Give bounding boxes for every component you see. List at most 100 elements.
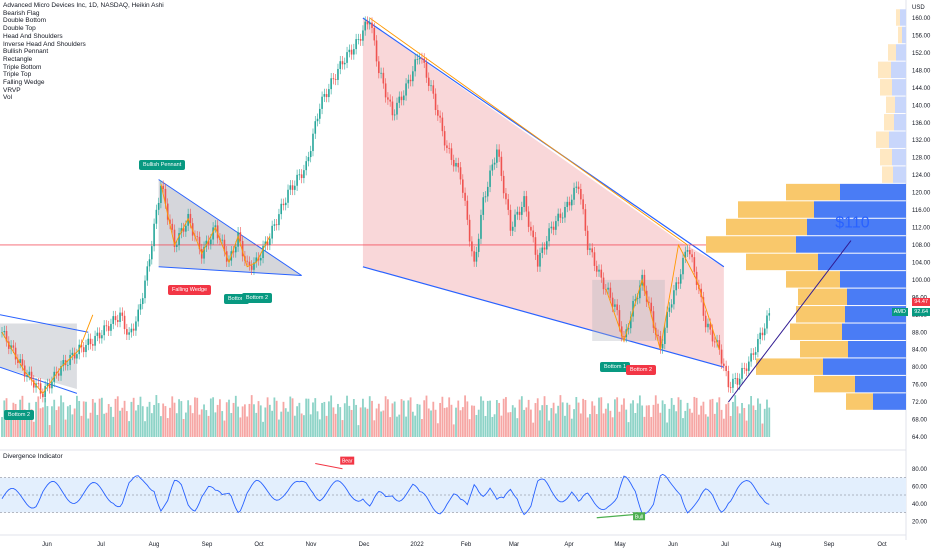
volume-bar xyxy=(91,399,94,437)
candle-body xyxy=(303,170,305,179)
candle-body xyxy=(668,307,671,312)
candle-body xyxy=(28,371,31,376)
pattern-label-bottom-2-a[interactable]: Bottom 2 xyxy=(242,293,273,303)
volume-bar xyxy=(223,420,226,437)
volume-bar xyxy=(368,396,371,437)
indicator-vrvp[interactable]: VRVP xyxy=(3,86,21,94)
candle-body xyxy=(21,359,24,366)
candle-body xyxy=(464,192,466,201)
volume-bar xyxy=(278,419,280,437)
volume-bar xyxy=(554,413,557,437)
volume-bar xyxy=(732,401,734,437)
volume-profile-down-bar xyxy=(823,358,906,375)
price-tick-label: 84.00 xyxy=(912,348,928,354)
indicator-triple-top[interactable]: Triple Top xyxy=(3,71,32,79)
volume-bar xyxy=(423,400,426,437)
candle-body xyxy=(570,199,573,206)
candle-body xyxy=(82,347,85,353)
indicator-bearish-flag[interactable]: Bearish Flag xyxy=(3,9,40,17)
volume-bar xyxy=(189,405,192,437)
candle-body xyxy=(434,93,437,110)
volume-bar xyxy=(564,415,566,437)
candle-body xyxy=(725,365,727,372)
pattern-label-bottom-2-c[interactable]: Bottom 2 xyxy=(626,365,657,375)
volume-bar xyxy=(232,402,235,437)
candle-body xyxy=(164,188,167,204)
candle-body xyxy=(121,312,124,316)
volume-bar xyxy=(107,404,110,437)
indicator-inverse-head-and-shoulders[interactable]: Inverse Head And Shoulders xyxy=(3,40,86,48)
candle-body xyxy=(323,94,326,97)
indicator-triple-bottom[interactable]: Triple Bottom xyxy=(3,63,42,71)
candle-body xyxy=(418,58,421,60)
volume-bar xyxy=(761,423,764,437)
candle-body xyxy=(752,353,755,355)
indicator-bullish-pennant[interactable]: Bullish Pennant xyxy=(3,48,49,56)
indicator-rectangle[interactable]: Rectangle xyxy=(3,55,33,63)
candle-body xyxy=(611,297,614,307)
volume-bar xyxy=(709,399,712,437)
volume-bar xyxy=(700,405,703,437)
volume-bar xyxy=(112,416,115,437)
indicator-falling-wedge[interactable]: Falling Wedge xyxy=(3,79,45,87)
pattern-label-bottom[interactable]: Bottom xyxy=(224,294,250,304)
indicator-vol[interactable]: Vol xyxy=(3,94,13,102)
volume-profile-down-bar xyxy=(902,26,906,44)
indicator-head-and-shoulders[interactable]: Head And Shoulders xyxy=(3,32,63,40)
volume-bar xyxy=(707,416,709,437)
volume-bar xyxy=(480,396,482,437)
volume-bar xyxy=(670,398,673,437)
candle-body xyxy=(627,328,630,330)
candle-body xyxy=(151,246,153,260)
volume-bar xyxy=(375,408,378,437)
volume-bar xyxy=(275,400,278,437)
volume-profile-up-bar xyxy=(790,323,842,340)
candle-body xyxy=(639,285,641,299)
candle-body xyxy=(162,185,164,189)
candle-body xyxy=(439,115,441,118)
volume-bar xyxy=(439,402,442,437)
indicator-double-top[interactable]: Double Top xyxy=(3,25,36,33)
price-tick-label: 136.00 xyxy=(912,121,931,127)
volume-bar xyxy=(14,403,17,437)
pattern-label-bottom-1[interactable]: Bottom 1 xyxy=(600,362,631,372)
candle-body xyxy=(548,228,550,242)
volume-bar xyxy=(60,395,62,437)
pattern-label-bullish-pennant[interactable]: Bullish Pennant xyxy=(139,160,186,170)
candle-body xyxy=(359,39,362,41)
volume-bar xyxy=(200,409,203,437)
candle-body xyxy=(198,236,201,250)
volume-bar xyxy=(704,414,707,437)
candle-body xyxy=(430,85,432,87)
pattern-label-falling-wedge[interactable]: Falling Wedge xyxy=(168,285,212,295)
volume-bar xyxy=(716,402,718,437)
pattern-label-bottom-2-b[interactable]: Bottom 2 xyxy=(4,410,35,420)
price-tick-label: 160.00 xyxy=(912,16,931,22)
candle-body xyxy=(130,328,133,333)
candle-body xyxy=(682,257,684,275)
candle-body xyxy=(321,96,323,109)
ticker-label: AMD xyxy=(891,308,908,316)
candle-body xyxy=(232,251,235,253)
indicator-double-bottom[interactable]: Double Bottom xyxy=(3,17,46,25)
volume-bar xyxy=(441,396,444,437)
projection-trendline xyxy=(728,240,852,403)
candle-body xyxy=(591,248,593,253)
volume-bar xyxy=(520,396,523,437)
time-tick-label: Jun xyxy=(42,542,52,548)
candle-body xyxy=(221,239,223,241)
volume-bar xyxy=(766,399,768,437)
volume-bar xyxy=(57,406,60,437)
volume-bar xyxy=(425,395,428,437)
volume-bar xyxy=(350,409,353,437)
volume-bar xyxy=(373,420,376,437)
volume-bar xyxy=(241,406,244,437)
volume-bar xyxy=(402,400,405,437)
candle-body xyxy=(729,387,732,388)
candle-body xyxy=(675,282,677,291)
volume-bar xyxy=(436,423,439,437)
candle-body xyxy=(711,329,714,342)
price-label-current: 94.47 xyxy=(912,298,930,306)
time-tick-label: Aug xyxy=(149,542,160,548)
